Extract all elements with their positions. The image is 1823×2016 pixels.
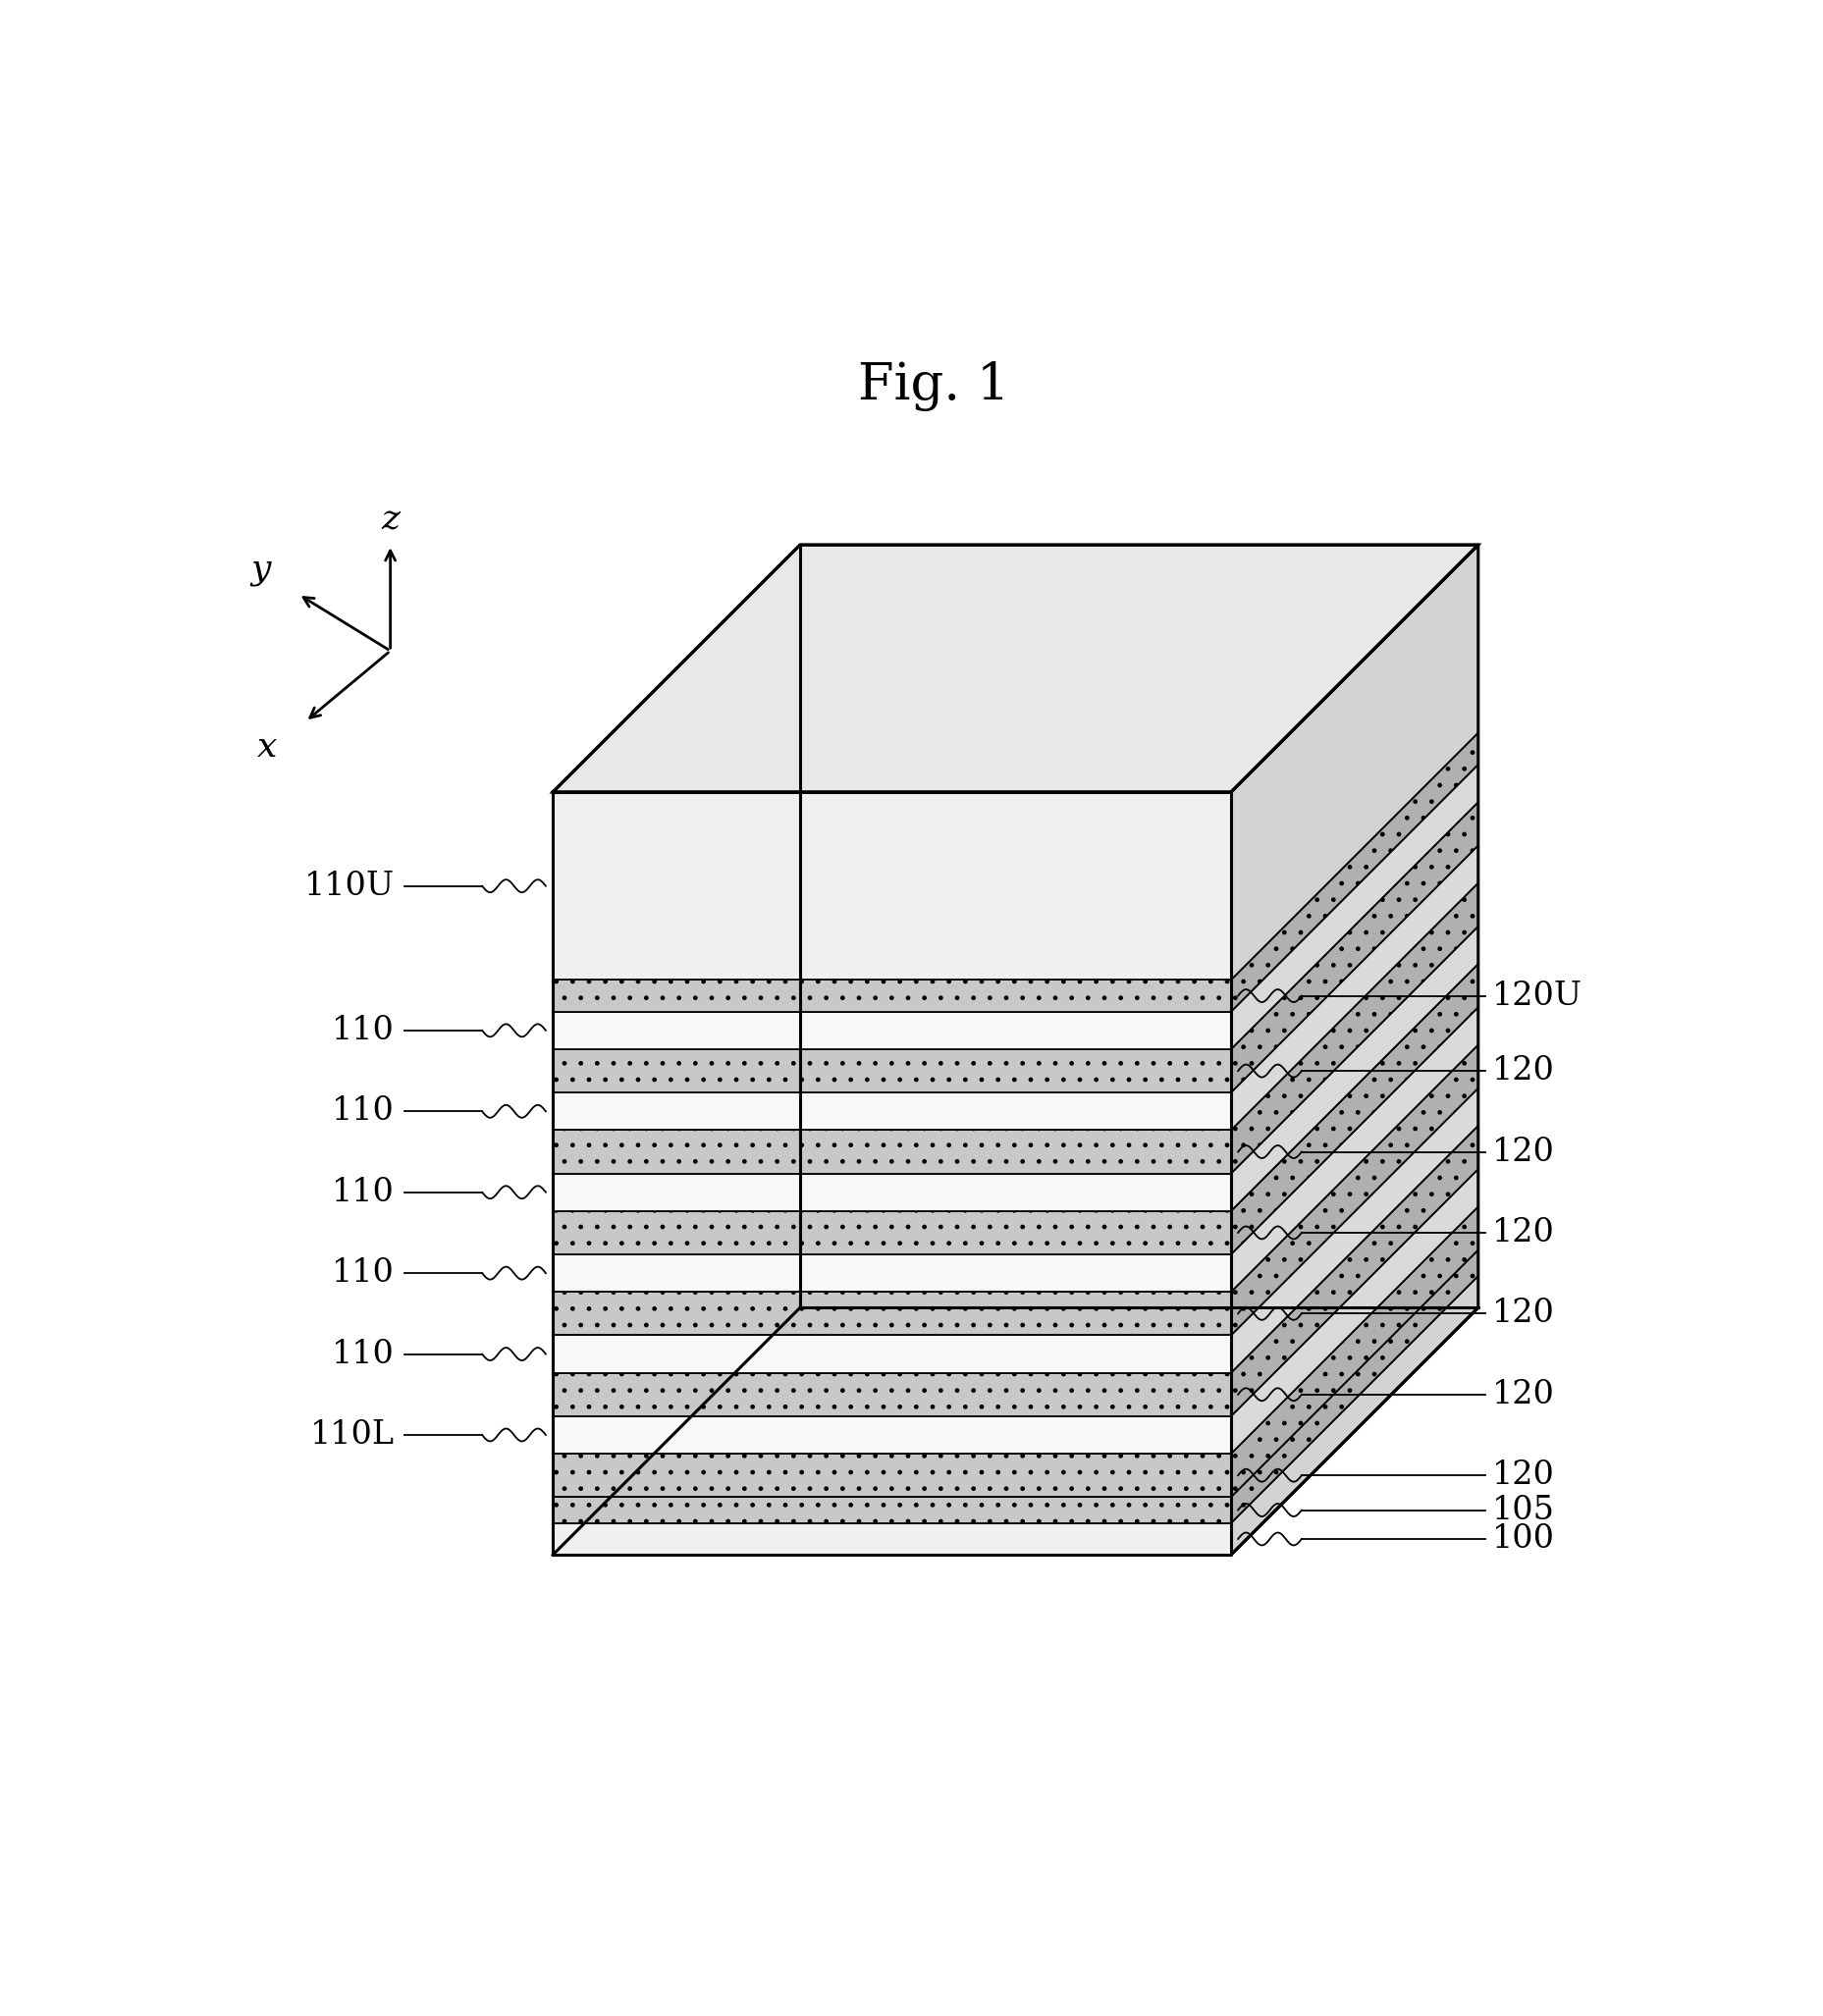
Text: 110: 110 bbox=[332, 1014, 394, 1046]
Text: z: z bbox=[381, 502, 399, 536]
Polygon shape bbox=[1231, 1044, 1478, 1335]
Polygon shape bbox=[1231, 925, 1478, 1212]
Text: 110: 110 bbox=[332, 1339, 394, 1369]
Polygon shape bbox=[1231, 802, 1478, 1093]
Text: 120: 120 bbox=[1493, 1460, 1555, 1492]
Text: 100: 100 bbox=[1493, 1524, 1555, 1554]
Text: Fig. 1: Fig. 1 bbox=[859, 361, 1010, 411]
Polygon shape bbox=[1231, 544, 1478, 980]
Polygon shape bbox=[552, 980, 1231, 1012]
Polygon shape bbox=[1231, 732, 1478, 1012]
Polygon shape bbox=[552, 1212, 1231, 1254]
Polygon shape bbox=[552, 1173, 1231, 1212]
Polygon shape bbox=[1231, 845, 1478, 1131]
Text: 120: 120 bbox=[1493, 1218, 1555, 1248]
Text: 120: 120 bbox=[1493, 1137, 1555, 1167]
Text: 120: 120 bbox=[1493, 1379, 1555, 1411]
Text: 105: 105 bbox=[1493, 1494, 1555, 1526]
Polygon shape bbox=[1231, 764, 1478, 1048]
Polygon shape bbox=[552, 544, 1478, 792]
Polygon shape bbox=[552, 1292, 1231, 1335]
Polygon shape bbox=[552, 1335, 1231, 1373]
Polygon shape bbox=[552, 1454, 1231, 1498]
Polygon shape bbox=[1231, 1250, 1478, 1522]
Text: 110: 110 bbox=[332, 1177, 394, 1208]
Polygon shape bbox=[1231, 883, 1478, 1173]
Polygon shape bbox=[552, 1522, 1231, 1554]
Polygon shape bbox=[552, 1498, 1231, 1522]
Polygon shape bbox=[1231, 1169, 1478, 1454]
Text: 110: 110 bbox=[332, 1095, 394, 1127]
Text: 120: 120 bbox=[1493, 1054, 1555, 1087]
Polygon shape bbox=[552, 1415, 1231, 1454]
Text: 110U: 110U bbox=[304, 871, 394, 901]
Polygon shape bbox=[552, 1093, 1231, 1131]
Text: x: x bbox=[257, 730, 277, 764]
Text: y: y bbox=[250, 552, 270, 585]
Polygon shape bbox=[1231, 1206, 1478, 1498]
Polygon shape bbox=[552, 1254, 1231, 1292]
Polygon shape bbox=[1231, 1089, 1478, 1373]
Polygon shape bbox=[552, 1131, 1231, 1173]
Text: 120U: 120U bbox=[1493, 980, 1582, 1012]
Text: 110: 110 bbox=[332, 1258, 394, 1288]
Polygon shape bbox=[552, 1048, 1231, 1093]
Polygon shape bbox=[1231, 964, 1478, 1254]
Polygon shape bbox=[552, 792, 1231, 980]
Polygon shape bbox=[1231, 1276, 1478, 1554]
Text: 110L: 110L bbox=[310, 1419, 394, 1452]
Polygon shape bbox=[552, 1012, 1231, 1048]
Polygon shape bbox=[1231, 1008, 1478, 1292]
Polygon shape bbox=[552, 1373, 1231, 1415]
Text: 120: 120 bbox=[1493, 1298, 1555, 1329]
Polygon shape bbox=[1231, 1125, 1478, 1415]
